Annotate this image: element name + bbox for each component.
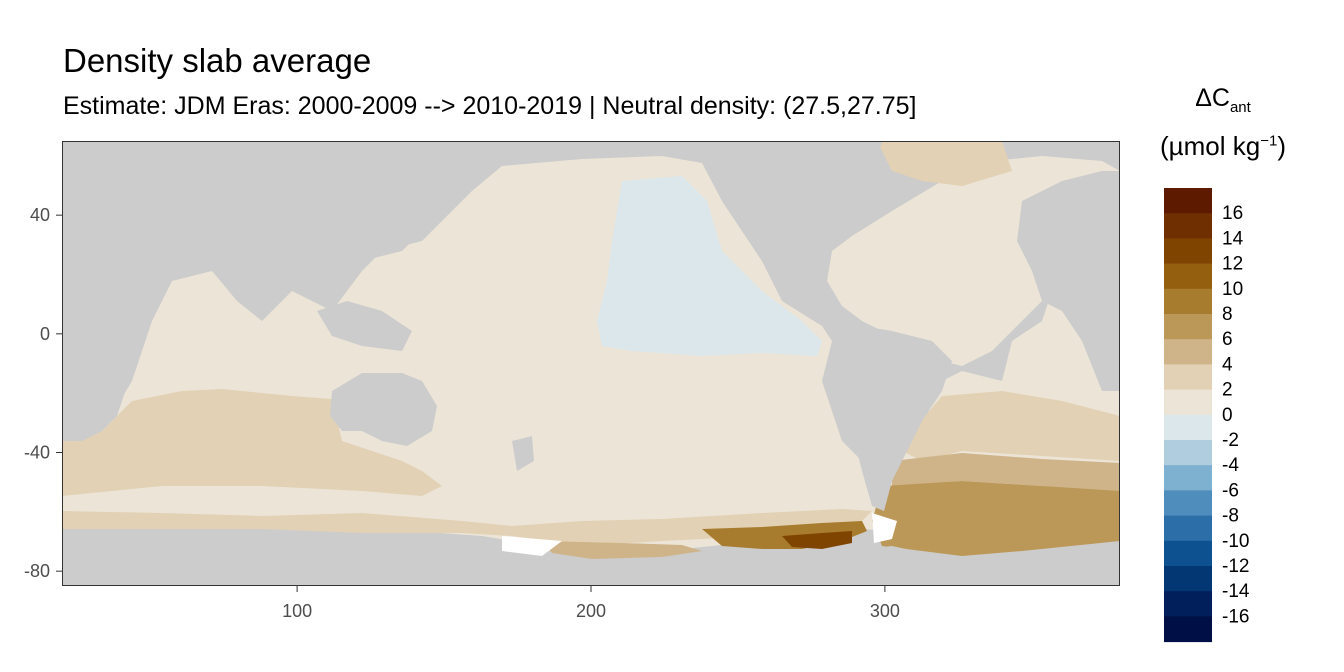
legend-unit-text: µmol kg — [1168, 131, 1261, 161]
x-axis: 100 200 300 — [282, 586, 900, 621]
legend-unit-superscript: −1 — [1260, 132, 1278, 150]
legend-bin-label: -8 — [1222, 506, 1239, 527]
legend-color-bin — [1164, 263, 1212, 290]
legend-title-subscript: ant — [1229, 99, 1251, 116]
legend-title: ΔCant (µmol kg−1) — [1158, 84, 1288, 161]
australia-landmass — [330, 373, 437, 446]
legend-color-bin — [1164, 339, 1212, 365]
legend-bin-label: 14 — [1222, 228, 1244, 249]
map-panel-border — [62, 141, 1120, 586]
legend-bin-label: 2 — [1222, 380, 1233, 401]
legend-color-bin — [1164, 490, 1212, 517]
legend-bin-label: 8 — [1222, 304, 1233, 325]
legend-bin-label: 16 — [1222, 203, 1243, 224]
plot-title: Density slab average — [63, 42, 372, 79]
legend-color-bin — [1164, 288, 1212, 315]
y-tick-label: 40 — [30, 205, 50, 225]
legend-color-bin — [1164, 188, 1212, 214]
x-tick-label: 100 — [282, 601, 312, 621]
legend-color-bin — [1164, 540, 1212, 567]
colorbar-legend: 16 14 12 10 8 6 4 2 0 -2 -4 -6 -8 -10 -12 -14 -16 — [1164, 188, 1250, 643]
south-atlantic-band-2 — [892, 453, 1120, 493]
y-axis: 40 0 -40 -80 — [24, 205, 62, 581]
antarctic-warm-strip — [542, 541, 702, 559]
legend-color-bin — [1164, 616, 1212, 643]
legend-unit-close: ) — [1277, 131, 1286, 161]
map-panel — [62, 141, 1120, 586]
north-atlantic-cap-region — [877, 141, 1012, 186]
legend-bin-label: -10 — [1222, 531, 1249, 552]
maritime-continent-landmass — [317, 301, 412, 351]
map-canvas — [62, 141, 1120, 586]
legend-color-bin — [1164, 465, 1212, 491]
legend-bin-label: 6 — [1222, 329, 1233, 350]
new-zealand-landmass — [512, 436, 534, 471]
legend-bin-label: 0 — [1222, 405, 1233, 426]
africa-landmass — [62, 181, 192, 441]
legend-title-symbol: ΔC — [1195, 84, 1230, 112]
legend-color-bin — [1164, 213, 1212, 239]
legend-bin-label: 10 — [1222, 279, 1243, 300]
legend-bin-label: -14 — [1222, 581, 1250, 602]
x-tick-label: 200 — [576, 601, 606, 621]
antarctic-white-pocket-1 — [502, 536, 562, 556]
legend-color-bin — [1164, 314, 1212, 340]
eurasia-landmass — [62, 141, 502, 271]
y-tick-label: -40 — [24, 443, 50, 463]
legend-color-bin — [1164, 414, 1212, 441]
pacific-negative-region — [597, 176, 822, 356]
southern-ocean-band — [62, 509, 872, 546]
legend-color-bin — [1164, 515, 1212, 542]
south-atlantic-band-1 — [902, 391, 1120, 461]
legend-color-bin — [1164, 389, 1212, 416]
south-america-landmass — [832, 326, 952, 511]
antarctic-white-pocket-2 — [872, 513, 897, 543]
legend-bin-label: 4 — [1222, 354, 1233, 375]
legend-bin-label: -16 — [1222, 606, 1249, 627]
europe-africa-landmass — [1017, 171, 1120, 391]
antarctica-landmass — [62, 546, 1120, 586]
legend-color-bin — [1164, 364, 1212, 391]
legend-bin-label: -4 — [1222, 455, 1239, 476]
indian-southern-band — [62, 389, 442, 496]
legend-color-bin — [1164, 440, 1212, 466]
legend-bin-label: -2 — [1222, 430, 1239, 451]
legend-color-bin — [1164, 591, 1212, 617]
legend-unit-open: ( — [1159, 131, 1169, 161]
legend-color-bin — [1164, 238, 1212, 265]
legend-bin-label: 12 — [1222, 254, 1243, 275]
antarctic-max-patch — [782, 531, 852, 549]
x-tick-label: 300 — [870, 601, 900, 621]
plot-subtitle: Estimate: JDM Eras: 2000-2009 --> 2010-2… — [63, 92, 917, 120]
north-america-landmass — [702, 141, 882, 291]
legend-color-bin — [1164, 566, 1212, 592]
y-tick-label: 0 — [40, 324, 50, 344]
south-atlantic-band-3 — [872, 481, 1120, 556]
legend-bin-label: -6 — [1222, 480, 1239, 501]
legend-bin-label: -12 — [1222, 556, 1249, 577]
y-tick-label: -80 — [24, 561, 50, 581]
